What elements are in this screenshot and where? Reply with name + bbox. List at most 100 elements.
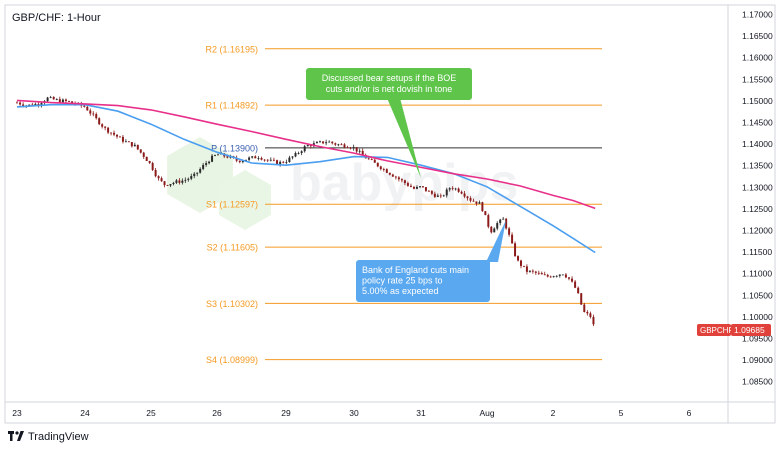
candle-body <box>127 141 130 143</box>
candle-body <box>322 141 325 144</box>
candle-body <box>266 159 269 161</box>
candle-body <box>558 274 561 276</box>
chart-frame <box>4 4 776 424</box>
candle-body <box>403 180 406 184</box>
candle-body <box>496 223 499 229</box>
candle-body <box>478 202 481 204</box>
candle-body <box>552 276 555 278</box>
chart-title: GBP/CHF: 1-Hour <box>12 12 101 24</box>
candle-body <box>71 101 74 104</box>
y-tick-label: 1.10500 <box>742 290 773 300</box>
green-callout-text: cuts and/or is net dovish in tone <box>326 84 453 94</box>
candle-body <box>166 185 169 186</box>
candle-body <box>534 271 537 273</box>
candle-body <box>555 275 558 277</box>
candle-body <box>522 265 525 267</box>
candle-body <box>244 159 247 161</box>
candle-body <box>199 168 202 173</box>
candle-body <box>110 132 113 134</box>
candle-body <box>490 226 493 233</box>
candle-body <box>285 161 288 163</box>
candle-body <box>46 97 49 102</box>
candle-body <box>49 96 52 98</box>
candle-body <box>193 173 196 177</box>
y-tick-label: 1.13000 <box>742 182 773 192</box>
candle-body <box>436 195 439 197</box>
candle-body <box>409 185 412 187</box>
candle-body <box>309 145 312 147</box>
candle-body <box>142 152 145 157</box>
candle-body <box>22 104 25 107</box>
candle-body <box>457 188 460 192</box>
candle-body <box>334 143 337 145</box>
candle-body <box>190 176 193 179</box>
candle-body <box>382 169 385 170</box>
price-axis[interactable]: 1.17000 1.16500 1.16000 1.15500 1.15000 1.145… <box>697 10 773 387</box>
level-label: S1 (1.12597) <box>206 200 258 210</box>
watermark-hex-icon <box>219 170 271 230</box>
candle-body <box>577 287 580 294</box>
blue-callout-text: policy rate 25 bps to <box>362 276 443 286</box>
time-axis[interactable]: 23 24 25 26 29 30 31 Aug 2 5 6 <box>12 408 691 418</box>
candle-body <box>427 190 430 192</box>
candle-body <box>303 146 306 152</box>
candle-body <box>58 99 61 103</box>
candle-body <box>466 196 469 199</box>
x-tick-label: 26 <box>212 408 222 418</box>
candle-body <box>394 176 397 178</box>
candle-body <box>83 105 86 107</box>
candle-body <box>187 178 190 180</box>
candle-body <box>121 136 124 142</box>
candle-body <box>379 166 382 170</box>
candle-body <box>217 154 220 156</box>
last-price-label: 1.09685 <box>734 325 765 335</box>
candle-body <box>340 144 343 146</box>
candle-body <box>442 195 445 197</box>
candle-body <box>358 150 361 152</box>
candle-body <box>463 193 466 197</box>
y-tick-label: 1.16500 <box>742 31 773 41</box>
candle-body <box>514 243 517 257</box>
candle-body <box>257 158 260 159</box>
candle-body <box>400 179 403 181</box>
candle-body <box>254 156 257 159</box>
candle-body <box>196 172 199 174</box>
candle-body <box>331 141 334 144</box>
blue-callout-pointer <box>486 220 506 262</box>
candle-body <box>540 273 543 275</box>
candle-body <box>107 127 110 133</box>
candle-body <box>130 142 133 147</box>
candle-body <box>451 188 454 190</box>
candle-body <box>388 172 391 175</box>
candle-body <box>580 293 583 305</box>
candle-body <box>181 180 184 183</box>
candle-body <box>517 256 520 261</box>
level-label: S3 (1.10302) <box>206 299 258 309</box>
candle-body <box>546 274 549 277</box>
green-callout-pointer <box>387 98 421 178</box>
y-tick-label: 1.10000 <box>742 312 773 322</box>
y-tick-label: 1.12500 <box>742 204 773 214</box>
y-tick-label: 1.09500 <box>742 334 773 344</box>
y-tick-label: 1.14500 <box>742 118 773 128</box>
candle-body <box>184 179 187 181</box>
candle-body <box>415 187 418 189</box>
candle-body <box>370 159 373 160</box>
candle-body <box>211 155 214 162</box>
candle-body <box>519 260 522 266</box>
x-tick-label: 30 <box>349 408 359 418</box>
y-tick-label: 1.14000 <box>742 139 773 149</box>
candle-body <box>439 195 442 197</box>
candle-body <box>157 176 160 179</box>
candle-body <box>34 103 37 106</box>
candle-body <box>460 191 463 194</box>
candle-body <box>19 102 22 105</box>
candle-body <box>37 103 40 106</box>
candle-body <box>315 142 318 144</box>
tradingview-logo-icon <box>8 430 24 444</box>
footer-brand[interactable]: TradingView <box>8 430 89 444</box>
candle-body <box>487 215 490 227</box>
candle-body <box>469 198 472 201</box>
candle-body <box>163 181 166 186</box>
